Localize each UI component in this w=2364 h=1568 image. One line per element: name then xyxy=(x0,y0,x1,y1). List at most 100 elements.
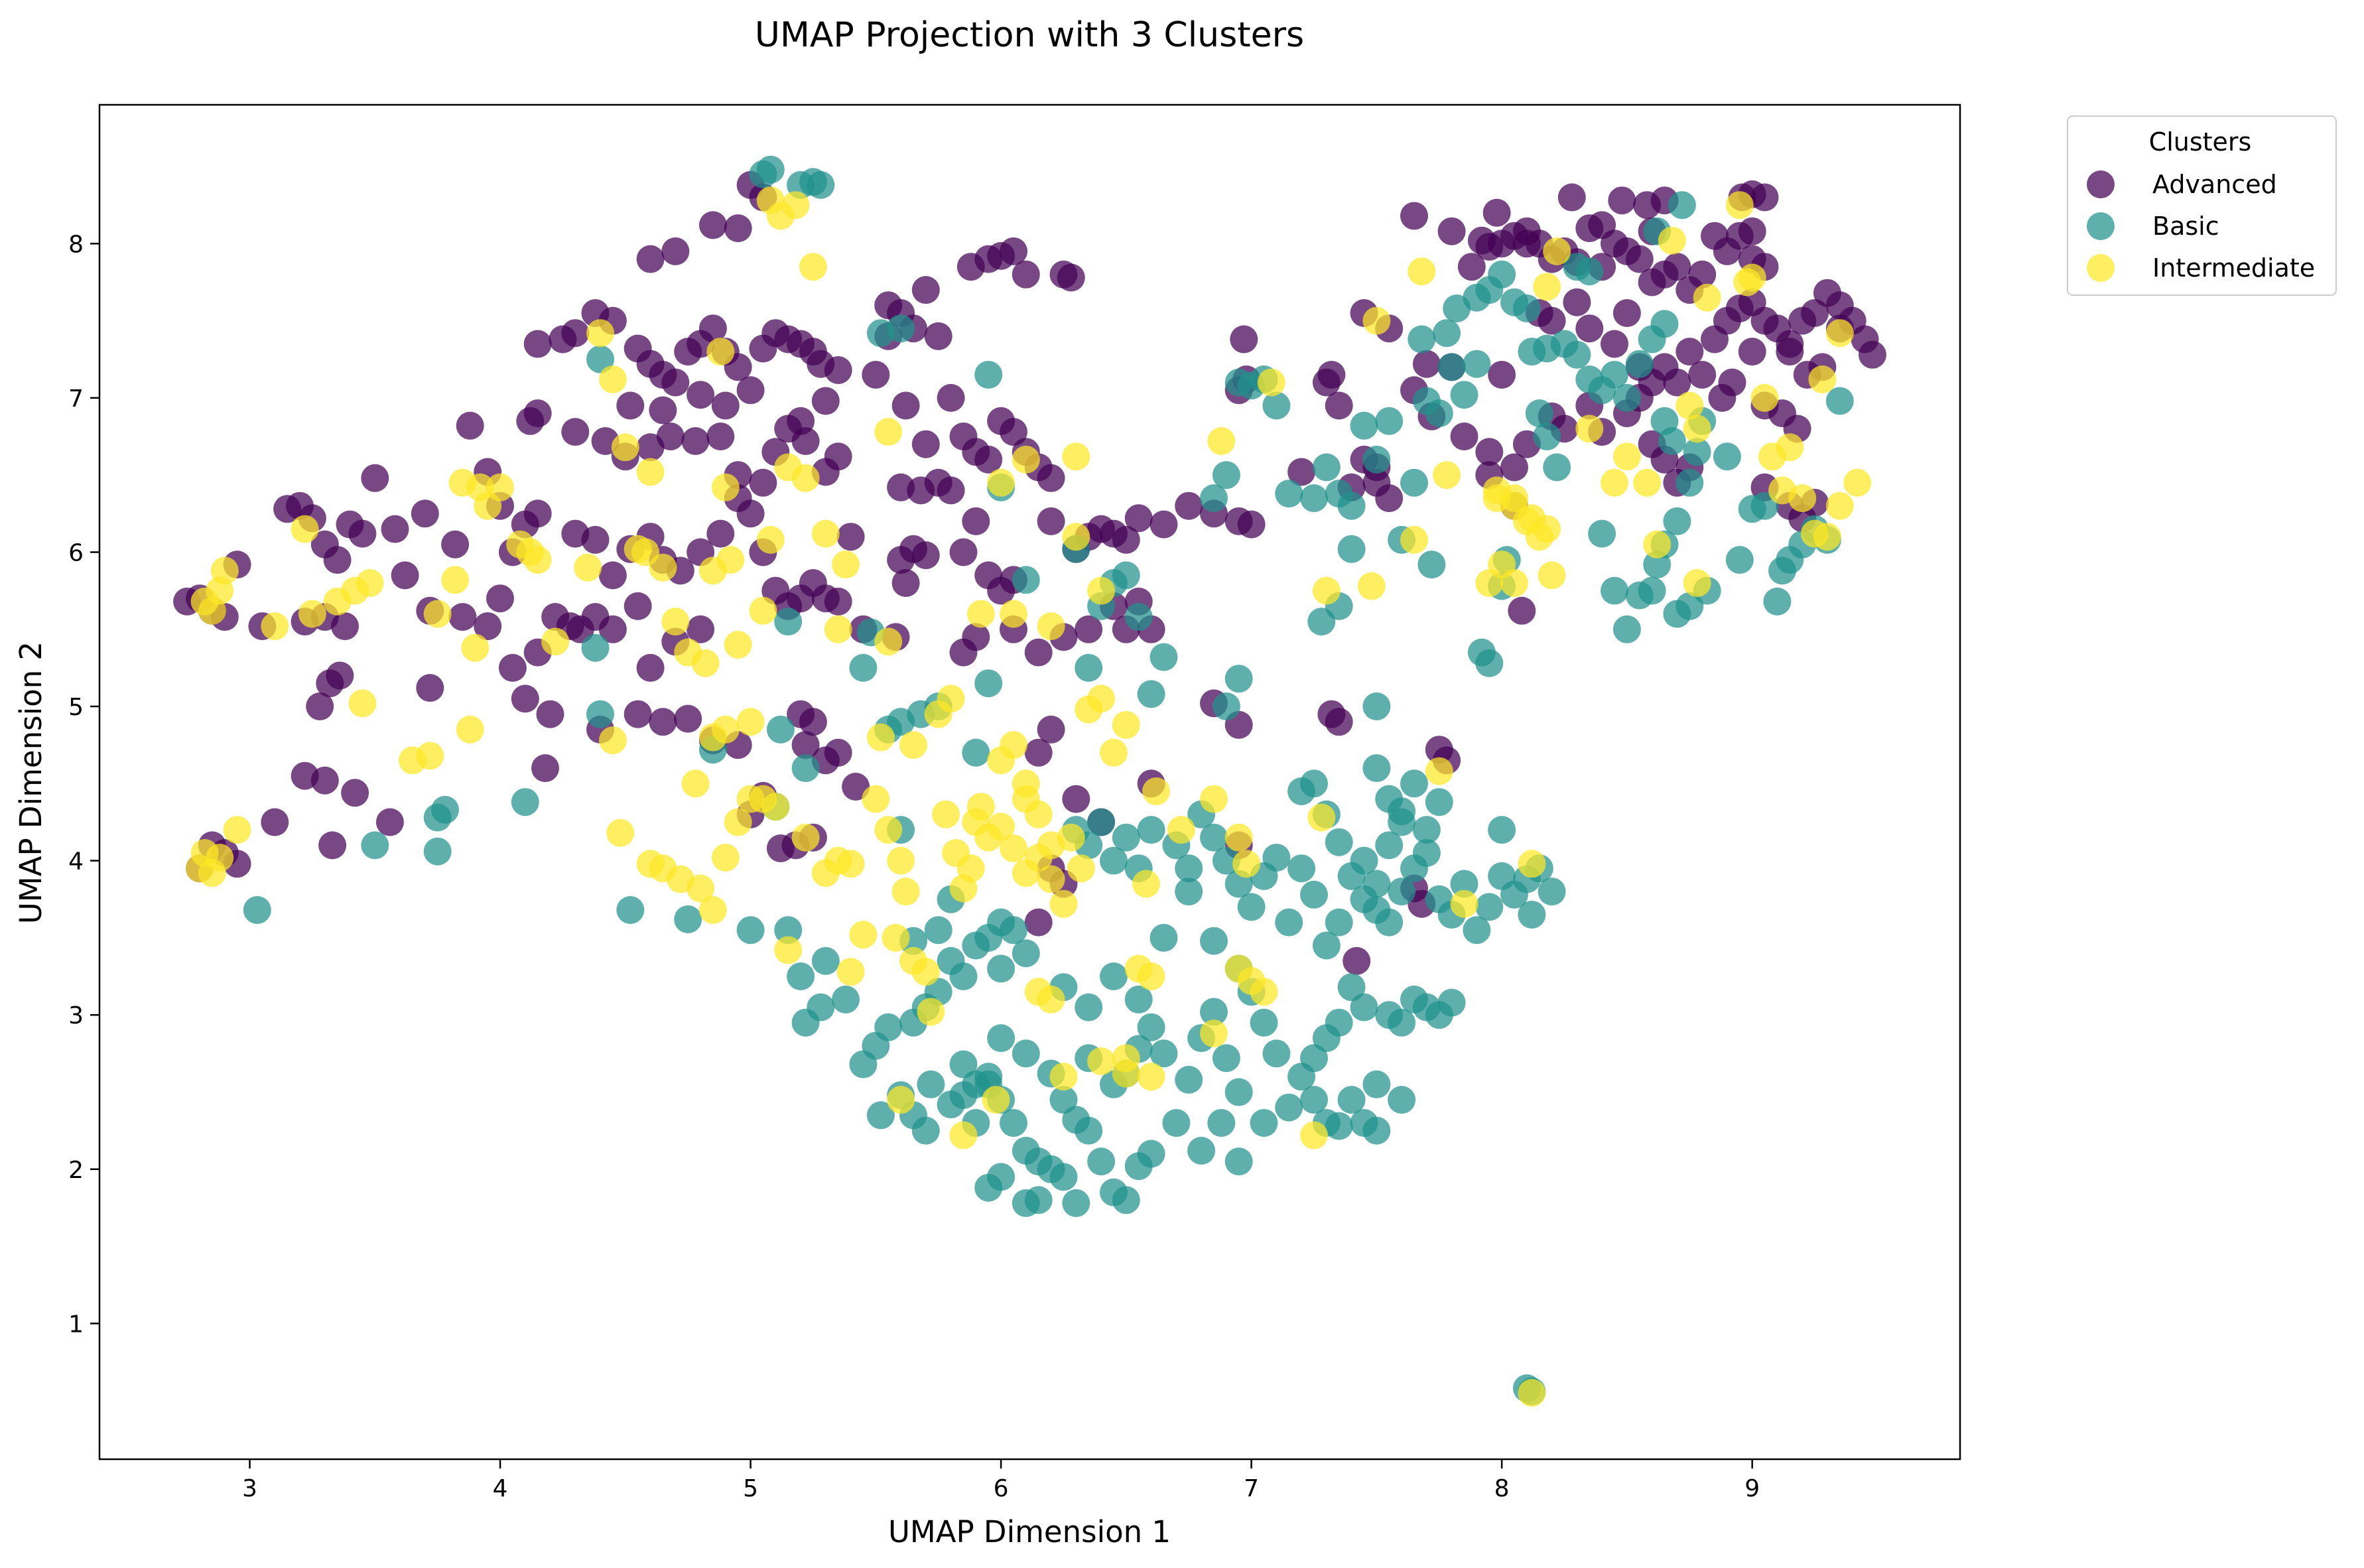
point-basic xyxy=(586,345,614,373)
point-basic xyxy=(1124,985,1153,1013)
point-intermediate xyxy=(698,896,727,924)
point-basic xyxy=(1250,1008,1278,1037)
legend-marker-basic xyxy=(2087,212,2115,240)
point-advanced xyxy=(1688,260,1717,289)
point-advanced xyxy=(516,407,545,435)
point-basic xyxy=(866,1101,895,1130)
point-intermediate xyxy=(1000,834,1027,862)
point-basic xyxy=(1275,480,1303,508)
point-advanced xyxy=(1858,340,1886,369)
point-basic xyxy=(1337,491,1366,520)
point-intermediate xyxy=(799,253,827,281)
point-intermediate xyxy=(1538,561,1566,590)
point-advanced xyxy=(1538,306,1566,335)
point-intermediate xyxy=(1813,523,1841,551)
point-advanced xyxy=(1500,453,1528,482)
point-intermediate xyxy=(1067,854,1095,883)
point-basic xyxy=(1325,908,1353,937)
point-advanced xyxy=(1024,908,1053,937)
point-intermediate xyxy=(1132,870,1160,898)
point-intermediate xyxy=(987,813,1016,841)
point-basic xyxy=(1512,294,1541,322)
point-advanced xyxy=(1750,183,1779,212)
point-basic xyxy=(807,993,835,1021)
point-basic xyxy=(1362,1116,1391,1145)
point-intermediate xyxy=(1518,1379,1546,1407)
point-basic xyxy=(1300,484,1328,513)
point-basic xyxy=(1200,998,1228,1026)
point-basic xyxy=(1450,381,1478,409)
point-basic xyxy=(1237,893,1266,921)
point-advanced xyxy=(1575,314,1604,343)
point-basic xyxy=(1175,1065,1203,1094)
point-basic xyxy=(1375,831,1404,860)
point-intermediate xyxy=(1633,468,1662,497)
point-basic xyxy=(1275,908,1303,937)
point-advanced xyxy=(1149,510,1178,539)
point-advanced xyxy=(1663,368,1691,397)
point-advanced xyxy=(348,519,377,548)
point-intermediate xyxy=(1776,433,1804,462)
y-tick-label: 7 xyxy=(68,385,84,413)
point-basic xyxy=(1149,643,1178,671)
point-advanced xyxy=(1482,198,1511,227)
point-basic xyxy=(774,608,803,636)
point-basic xyxy=(987,954,1016,983)
point-basic xyxy=(581,633,610,662)
y-tick-label: 3 xyxy=(68,1002,84,1029)
point-advanced xyxy=(649,396,677,425)
point-advanced xyxy=(361,464,389,492)
point-basic xyxy=(431,795,459,824)
point-advanced xyxy=(1230,325,1258,354)
point-basic xyxy=(917,1070,945,1098)
point-intermediate xyxy=(774,936,803,964)
point-basic xyxy=(974,1173,1003,1202)
point-intermediate xyxy=(598,365,627,393)
point-advanced xyxy=(1776,338,1804,366)
point-basic xyxy=(1224,1078,1253,1106)
point-basic xyxy=(1124,603,1153,631)
point-advanced xyxy=(911,430,940,458)
point-intermediate xyxy=(1112,710,1140,739)
point-basic xyxy=(874,1013,903,1041)
point-advanced xyxy=(624,592,652,620)
point-basic xyxy=(1112,1186,1140,1214)
point-advanced xyxy=(448,603,477,631)
y-tick-label: 1 xyxy=(68,1311,84,1338)
point-basic xyxy=(1450,870,1478,898)
point-advanced xyxy=(498,653,527,682)
point-advanced xyxy=(581,525,610,554)
point-basic xyxy=(924,916,952,945)
point-advanced xyxy=(937,383,965,412)
point-advanced xyxy=(949,538,978,566)
point-intermediate xyxy=(687,874,715,903)
point-intermediate xyxy=(836,958,865,986)
point-basic xyxy=(1112,823,1140,852)
point-advanced xyxy=(724,214,752,243)
point-intermediate xyxy=(1000,731,1027,759)
point-basic xyxy=(1049,1163,1078,1191)
point-intermediate xyxy=(874,627,903,656)
point-advanced xyxy=(661,368,690,397)
point-advanced xyxy=(1512,229,1541,258)
point-basic xyxy=(1350,411,1378,440)
point-intermediate xyxy=(1000,600,1027,628)
point-advanced xyxy=(536,700,564,728)
point-basic xyxy=(1250,1109,1278,1137)
point-basic xyxy=(1475,649,1504,677)
point-intermediate xyxy=(1408,257,1436,286)
point-basic xyxy=(1675,468,1704,497)
point-advanced xyxy=(687,381,715,409)
point-intermediate xyxy=(649,553,677,582)
point-intermediate xyxy=(1825,319,1854,348)
point-advanced xyxy=(862,361,890,389)
point-basic xyxy=(1437,988,1466,1017)
point-intermediate xyxy=(1224,823,1253,852)
point-advanced xyxy=(887,546,915,574)
x-tick-label: 3 xyxy=(242,1475,257,1502)
point-advanced xyxy=(474,612,502,641)
point-intermediate xyxy=(887,1086,915,1114)
point-advanced xyxy=(824,442,852,471)
point-advanced xyxy=(381,515,409,543)
point-intermediate xyxy=(1612,442,1641,471)
